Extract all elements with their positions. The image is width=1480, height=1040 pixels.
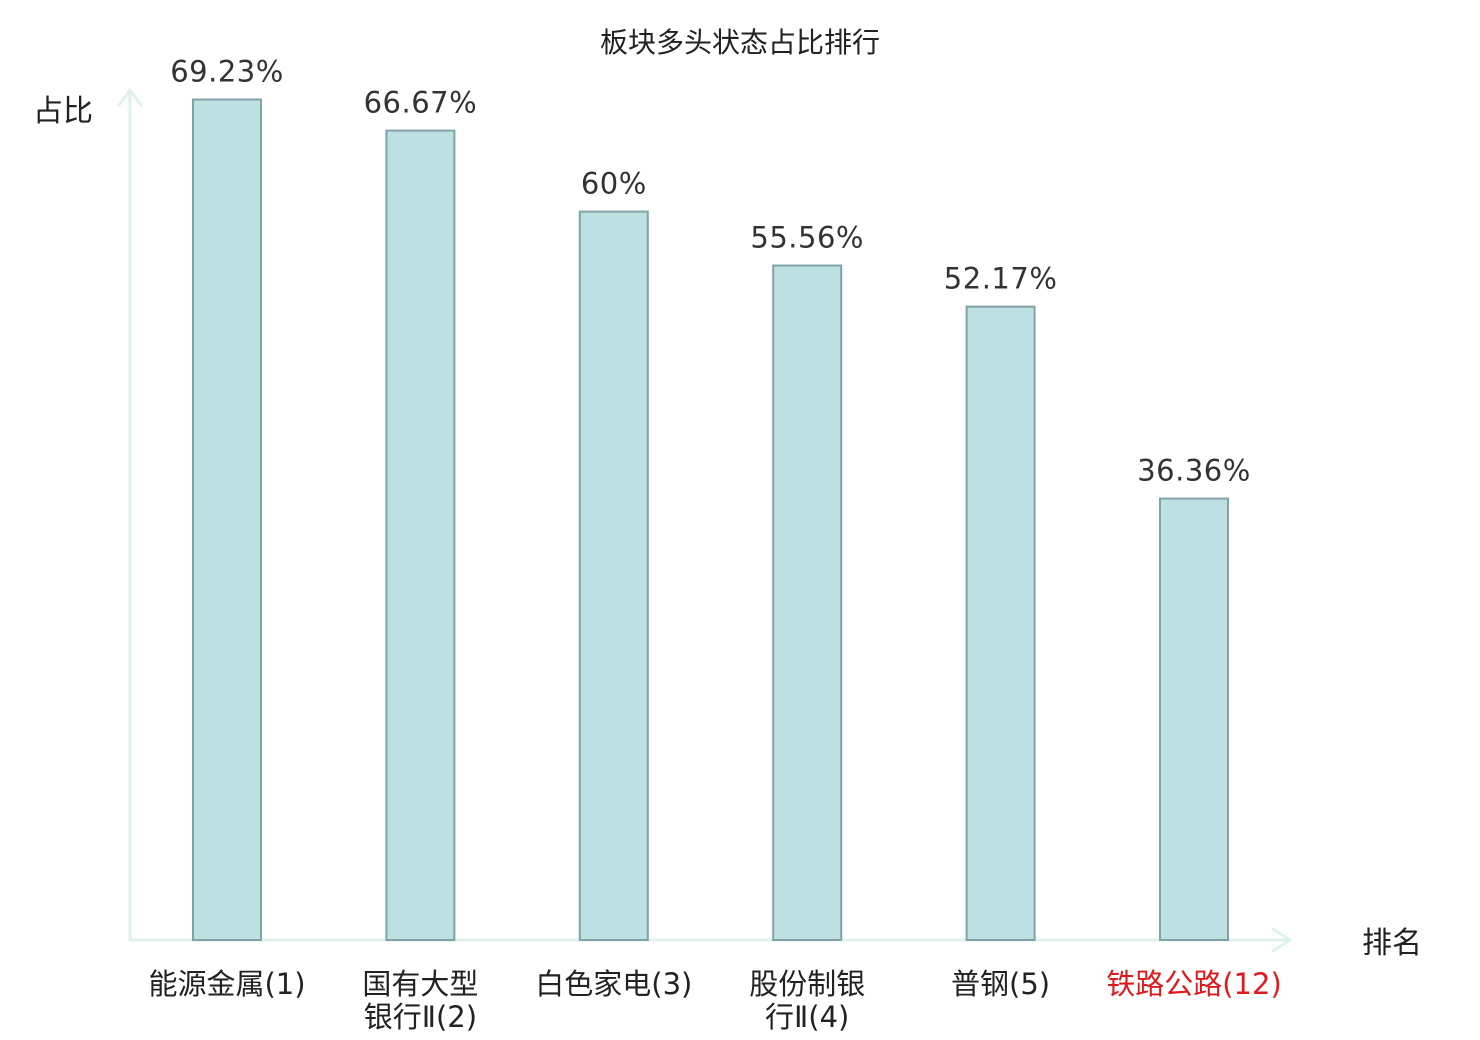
value-label-2: 66.67%	[364, 86, 478, 120]
bar-6	[1159, 497, 1229, 941]
value-label-1: 69.23%	[170, 55, 284, 89]
x-axis-label: 排名	[1362, 926, 1422, 961]
value-label-4: 55.56%	[750, 221, 864, 255]
value-labels-group: 69.23% 66.67% 60% 55.56% 52.17% 36.36%	[170, 55, 1251, 488]
category-label-1: 能源金属(1)	[148, 967, 305, 1001]
bars-group	[192, 98, 1229, 942]
category-label-3: 白色家电(3)	[535, 967, 692, 1001]
category-label-5: 普钢(5)	[951, 967, 1050, 1001]
category-label-4: 股份制银行Ⅱ(4)	[749, 967, 865, 1034]
y-axis	[117, 88, 143, 942]
category-label-2: 国有大型银行Ⅱ(2)	[362, 967, 478, 1034]
x-axis	[128, 927, 1292, 953]
value-label-5: 52.17%	[944, 262, 1058, 296]
bar-3	[578, 210, 649, 942]
bar-1	[192, 98, 262, 942]
y-axis-label: 占比	[33, 94, 93, 129]
category-label-6: 铁路公路(12)	[1106, 967, 1282, 1001]
value-label-3: 60%	[581, 167, 647, 201]
bar-2	[385, 129, 456, 941]
category-labels-group: 能源金属(1) 国有大型银行Ⅱ(2) 白色家电(3) 股份制银行Ⅱ(4) 普钢(5) 铁路…	[148, 967, 1281, 1034]
value-label-6: 36.36%	[1137, 454, 1251, 488]
bar-5	[965, 305, 1036, 941]
bar-4	[772, 264, 843, 941]
chart-title: 板块多头状态占比排行	[600, 26, 880, 59]
